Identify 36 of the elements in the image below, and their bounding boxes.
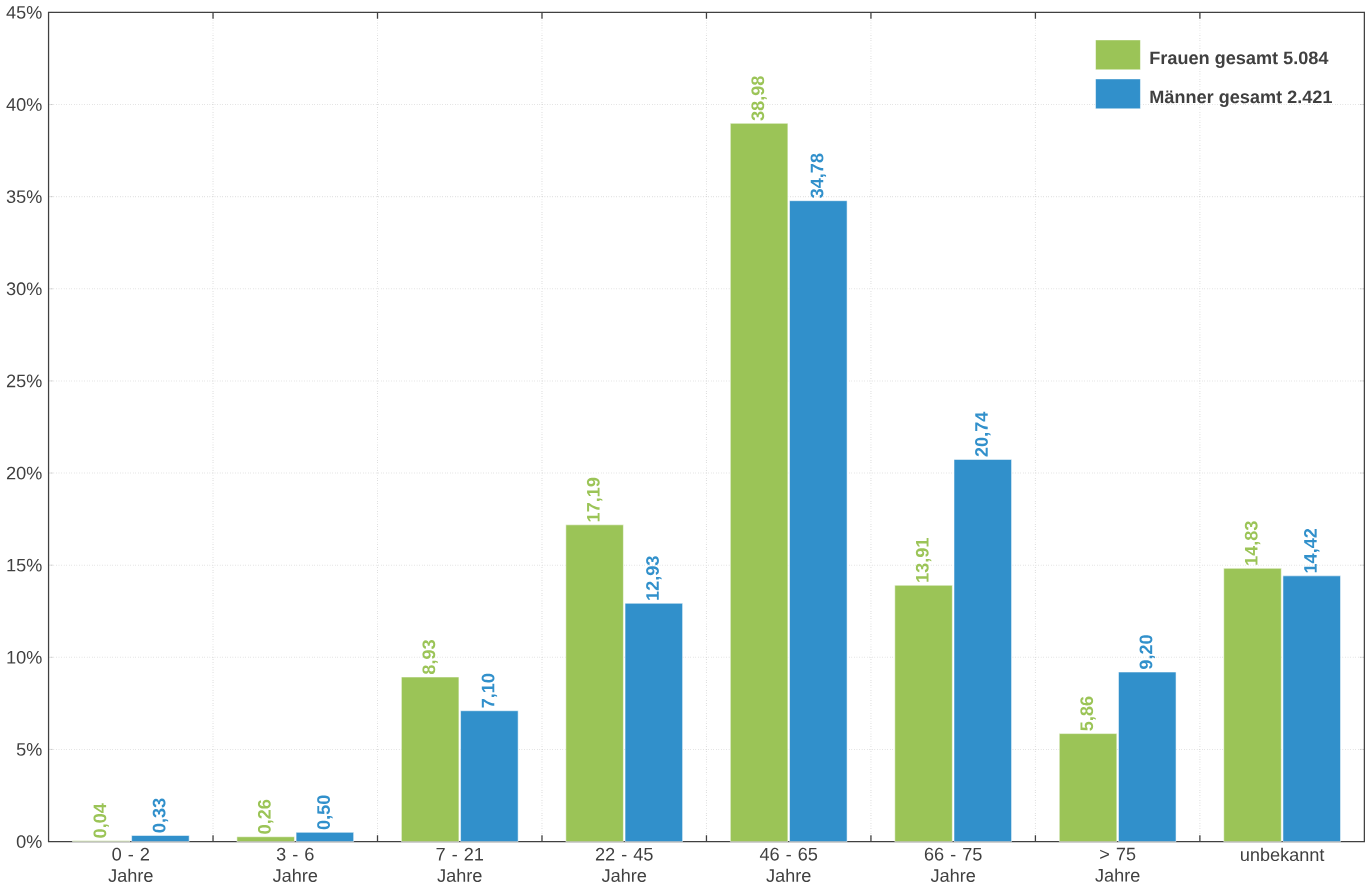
x-tick-label: 22 - 45 Jahre [595, 847, 653, 882]
y-tick-label: 35% [6, 190, 42, 204]
y-tick-label: 10% [7, 650, 42, 664]
y-tick-label: 30% [6, 282, 42, 296]
data-label: 17,19 [586, 477, 603, 522]
y-tick-label: 5% [16, 743, 42, 756]
data-label: 9,20 [1139, 635, 1155, 670]
data-label: 0,26 [257, 799, 274, 834]
data-label: 38,98 [751, 76, 767, 121]
data-label: 20,74 [975, 411, 991, 457]
y-tick-label: 25% [6, 374, 42, 388]
data-label: 0,33 [152, 798, 169, 833]
y-tick-label: 0% [16, 835, 42, 848]
y-tick-label: 20% [6, 466, 42, 480]
data-label: 5,86 [1080, 696, 1096, 731]
x-tick-label: 7 - 21 Jahre [436, 847, 484, 882]
y-tick-label: 45% [6, 6, 42, 19]
data-label: 7,10 [481, 673, 498, 708]
x-tick-label: 46 - 65 Jahre [759, 847, 818, 882]
data-label: 34,78 [810, 153, 827, 198]
x-tick-label: > 75 Jahre [1095, 847, 1140, 882]
data-label: 8,93 [422, 640, 438, 675]
data-label: 14,42 [1304, 528, 1320, 573]
x-tick-label: 3 - 6 Jahre [272, 847, 318, 882]
x-tick-label: 66 - 75 Jahre [924, 847, 982, 882]
x-tick-label: unbekannt [1240, 847, 1325, 862]
y-tick-label: 40% [6, 98, 42, 111]
data-label: 0,04 [93, 803, 109, 838]
data-label: 0,50 [317, 795, 333, 830]
y-tick-label: 15% [7, 558, 42, 572]
data-label: 12,93 [646, 556, 662, 600]
legend-label: Männer gesamt 2.421 [1150, 90, 1332, 107]
data-label: 13,91 [915, 538, 932, 582]
x-tick-label: 0 - 2 Jahre [108, 847, 153, 882]
data-label: 14,83 [1244, 521, 1261, 565]
legend-label: Frauen gesamt 5.084 [1150, 51, 1329, 68]
